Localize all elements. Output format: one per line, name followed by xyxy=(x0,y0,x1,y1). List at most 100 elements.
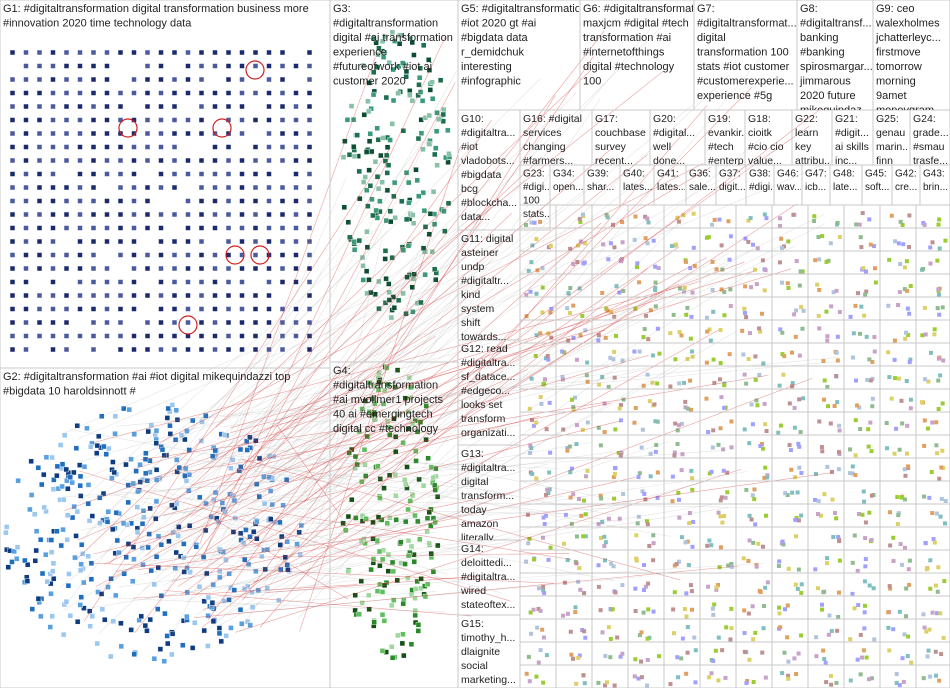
node xyxy=(825,338,830,343)
node xyxy=(819,513,824,518)
node xyxy=(384,187,391,194)
node xyxy=(705,329,710,334)
node xyxy=(635,261,640,266)
node xyxy=(869,493,874,498)
node xyxy=(266,130,272,137)
node xyxy=(153,467,160,473)
node xyxy=(411,559,417,565)
node xyxy=(69,514,76,521)
node xyxy=(365,108,372,115)
node xyxy=(785,603,790,608)
node xyxy=(255,587,262,594)
node xyxy=(389,655,396,661)
node xyxy=(117,333,124,339)
node xyxy=(752,497,757,502)
node xyxy=(63,319,70,326)
node xyxy=(279,49,286,56)
node xyxy=(381,618,388,624)
node xyxy=(392,384,398,390)
node xyxy=(936,378,941,383)
group-keywords: interesting xyxy=(461,61,512,73)
node xyxy=(426,67,433,73)
node xyxy=(866,677,871,682)
node xyxy=(583,241,588,246)
node xyxy=(813,258,818,263)
node xyxy=(568,246,573,251)
node xyxy=(920,333,925,338)
node xyxy=(677,330,682,335)
node xyxy=(63,144,70,150)
node xyxy=(171,306,178,312)
node xyxy=(710,445,715,450)
node xyxy=(171,211,178,218)
node xyxy=(836,467,841,472)
node xyxy=(690,290,695,295)
node xyxy=(117,90,124,96)
node xyxy=(90,144,97,150)
node xyxy=(382,248,389,254)
node xyxy=(180,642,186,648)
node xyxy=(347,234,353,241)
node xyxy=(387,431,393,438)
node xyxy=(652,402,657,407)
node xyxy=(371,411,377,417)
node xyxy=(169,651,175,658)
node xyxy=(819,445,824,450)
edge xyxy=(179,254,592,537)
node xyxy=(110,618,117,625)
node xyxy=(867,217,872,222)
node xyxy=(161,658,167,664)
node xyxy=(389,559,396,566)
node xyxy=(863,557,868,562)
node xyxy=(212,265,218,272)
node xyxy=(181,569,187,575)
node xyxy=(872,349,877,354)
node xyxy=(421,207,428,214)
node xyxy=(144,76,151,83)
node xyxy=(746,356,751,361)
node xyxy=(884,446,889,451)
node xyxy=(435,542,441,549)
node xyxy=(279,346,286,353)
node xyxy=(225,292,232,299)
node xyxy=(198,171,205,177)
node xyxy=(212,184,218,191)
node xyxy=(247,622,253,628)
node xyxy=(795,490,800,495)
node xyxy=(36,184,43,191)
node xyxy=(643,214,648,219)
node xyxy=(406,374,413,381)
node xyxy=(9,346,16,353)
group-keywords: walexholmes xyxy=(875,18,940,30)
node xyxy=(90,319,97,326)
node xyxy=(671,631,676,636)
node xyxy=(172,565,178,571)
node xyxy=(199,419,205,425)
node xyxy=(117,144,124,150)
node xyxy=(653,449,658,454)
node xyxy=(370,35,377,42)
node xyxy=(185,117,191,123)
node xyxy=(693,648,698,653)
edge xyxy=(258,223,484,485)
group-keywords: #infographic xyxy=(461,76,521,88)
edge xyxy=(172,477,636,582)
node xyxy=(420,146,426,153)
node xyxy=(568,629,573,634)
node xyxy=(106,445,112,452)
node xyxy=(611,222,616,227)
node xyxy=(602,558,607,563)
group-keywords: couchbase xyxy=(595,127,646,139)
node xyxy=(171,171,178,177)
node xyxy=(198,103,205,110)
node xyxy=(375,514,382,520)
node xyxy=(396,411,402,417)
group-label: G22: xyxy=(795,113,818,125)
node xyxy=(729,419,734,424)
node xyxy=(362,174,368,180)
node xyxy=(904,259,909,264)
node xyxy=(131,292,137,299)
node xyxy=(778,625,783,630)
node xyxy=(9,198,16,204)
node xyxy=(368,148,375,155)
